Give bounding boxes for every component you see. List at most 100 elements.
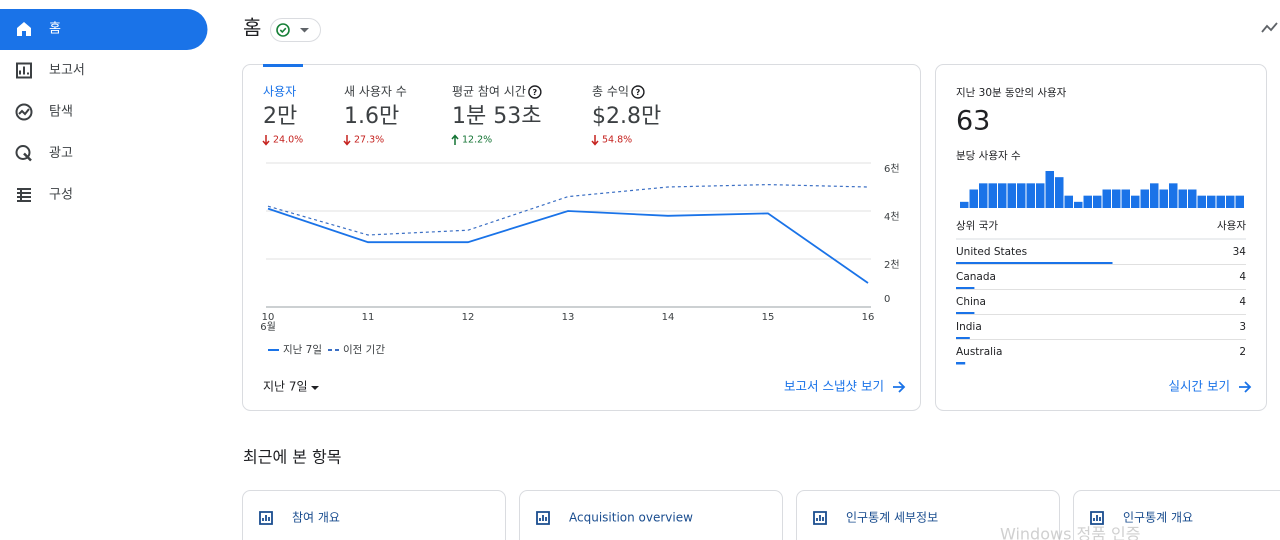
report-icon	[259, 511, 273, 525]
minute-bar	[960, 201, 969, 208]
change-arrow	[262, 135, 270, 146]
x-tick-label: 10	[262, 312, 275, 323]
x-tick-label: 12	[462, 312, 475, 323]
nav-item[interactable]: 광고	[49, 146, 73, 161]
recent-card[interactable]	[1073, 490, 1280, 540]
report-icon	[1090, 511, 1104, 525]
recent-card-title[interactable]: Acquisition overview	[569, 511, 693, 525]
section-title: 최근에 본 항목	[243, 448, 342, 467]
recent-card-title[interactable]: 인구통계 세부정보	[846, 511, 938, 525]
minute-bar	[1017, 183, 1026, 208]
nav-item[interactable]: 홈	[49, 22, 61, 37]
country-bar	[956, 337, 970, 340]
metric-change: 24.0%	[273, 135, 303, 146]
legend-label: 이전 기간	[343, 344, 385, 356]
minute-bar	[1026, 183, 1035, 208]
change-arrow	[591, 135, 599, 146]
x-tick-label: 15	[762, 312, 775, 323]
table-header: 사용자	[1217, 220, 1246, 232]
x-tick-label: 11	[362, 312, 375, 323]
realtime-card	[935, 64, 1267, 411]
minute-bar	[1235, 195, 1244, 208]
realtime-link[interactable]: 실시간 보기	[1169, 379, 1230, 394]
minute-bar	[1102, 189, 1111, 208]
legend-label: 지난 7일	[283, 343, 322, 356]
minute-bar	[1112, 189, 1121, 208]
y-tick-label: 6천	[884, 163, 900, 175]
nav-icon	[16, 62, 32, 79]
minute-bar	[1159, 189, 1168, 208]
nav-icon	[23, 152, 32, 162]
realtime-value: 63	[956, 106, 990, 137]
minute-bar	[1064, 195, 1073, 208]
help-icon: ?	[533, 88, 538, 97]
minute-bar	[988, 183, 997, 208]
minute-bar	[1140, 189, 1149, 208]
minute-bar	[1093, 195, 1102, 208]
metric-value: 2만	[263, 104, 297, 129]
minute-bar	[1188, 189, 1197, 208]
period-caret	[311, 386, 319, 390]
minute-bar	[1216, 195, 1225, 208]
country-users: 3	[1239, 321, 1246, 333]
y-tick-label: 4천	[884, 211, 900, 223]
country-name: Canada	[956, 271, 996, 283]
minute-bar	[1007, 183, 1016, 208]
snapshot-link[interactable]: 보고서 스냅샷 보기	[784, 379, 884, 394]
series-line	[267, 183, 869, 236]
minute-bar	[1150, 183, 1159, 208]
minute-bar	[1169, 183, 1178, 208]
metric-change: 54.8%	[602, 135, 632, 146]
country-name: Australia	[956, 346, 1002, 358]
recent-card-title[interactable]: 인구통계 개요	[1123, 511, 1193, 525]
nav-item[interactable]: 보고서	[49, 63, 85, 78]
link-arrow	[1239, 381, 1252, 393]
minute-bar	[1083, 195, 1092, 208]
recent-card-title[interactable]: 참여 개요	[292, 511, 340, 525]
country-bar	[956, 287, 975, 290]
recent-card[interactable]	[242, 490, 506, 540]
status-badge[interactable]	[270, 18, 321, 42]
minute-bar	[1178, 189, 1187, 208]
dropdown-caret	[300, 28, 309, 33]
minute-bar	[1207, 195, 1216, 208]
metric-label[interactable]: 새 사용자 수	[344, 85, 407, 99]
metric-label[interactable]: 평균 참여 시간	[452, 85, 526, 99]
check-icon	[276, 23, 290, 37]
series-line	[267, 207, 869, 284]
change-arrow	[343, 135, 351, 146]
nav-item[interactable]: 구성	[49, 188, 73, 203]
recent-card[interactable]	[796, 490, 1060, 540]
metric-change: 27.3%	[354, 135, 384, 146]
minute-bar	[1045, 171, 1054, 208]
nav-icon	[15, 103, 33, 121]
country-users: 2	[1239, 346, 1246, 358]
tab-indicator	[263, 64, 303, 67]
period-selector[interactable]: 지난 7일	[263, 380, 308, 394]
report-icon	[813, 511, 827, 525]
insights-icon[interactable]	[1261, 22, 1278, 33]
realtime-title: 지난 30분 동안의 사용자	[956, 87, 1067, 99]
metric-label[interactable]: 총 수익	[592, 85, 629, 99]
y-tick-label: 2천	[884, 259, 900, 271]
country-bar	[956, 312, 975, 315]
link-arrow	[893, 381, 906, 393]
metric-value: $2.8만	[592, 104, 661, 129]
x-tick-label: 13	[562, 312, 575, 323]
nav-item[interactable]: 탐색	[49, 105, 73, 120]
minute-bar	[1131, 195, 1140, 208]
minute-bar	[1197, 195, 1206, 208]
change-arrow	[451, 134, 459, 145]
x-tick-label: 16	[862, 312, 875, 323]
report-icon	[536, 511, 550, 525]
nav-icon	[17, 22, 31, 36]
country-users: 4	[1239, 296, 1246, 308]
os-watermark: Windows 정품 인증	[1000, 525, 1140, 540]
check-mark	[279, 27, 287, 34]
minute-bar	[1074, 201, 1083, 208]
recent-card[interactable]	[519, 490, 783, 540]
metric-label[interactable]: 사용자	[263, 85, 296, 99]
minute-bar	[1226, 195, 1235, 208]
